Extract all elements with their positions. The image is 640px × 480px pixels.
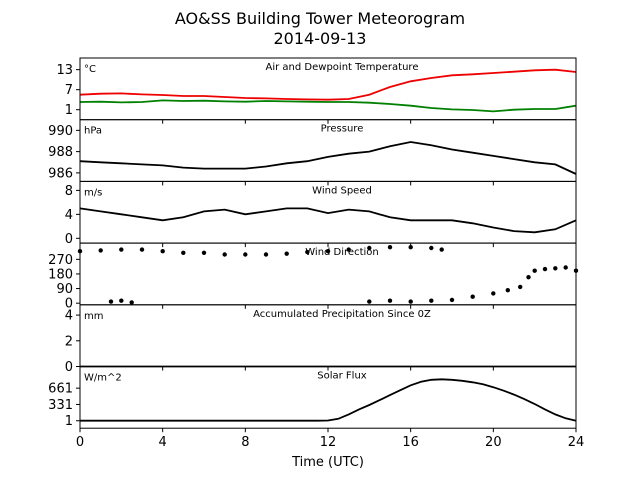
series-wind_direction_upper-point	[305, 249, 310, 255]
series-wind_direction_upper-point	[160, 249, 165, 254]
series-wind_direction_upper-point	[367, 245, 372, 251]
series-wind_direction_lower-point	[553, 266, 558, 271]
series-wind_direction_lower-point	[491, 291, 496, 296]
series-wind_speed-line	[79, 207, 577, 234]
series-temperature-line	[79, 68, 577, 101]
panel-solar-title: Solar Flux	[317, 371, 367, 382]
series-wind_direction_upper-point	[181, 250, 186, 255]
panel-pres-unit: hPa	[84, 126, 102, 137]
x-tick-label: 20	[485, 435, 502, 450]
chart-title: AO&SS Building Tower Meteorogram	[175, 9, 465, 28]
series-dewpoint-line	[79, 99, 577, 113]
y-tick-label: 0	[65, 297, 73, 312]
panels-group: 1 7 13 °C Air and Dewpoint Temperature 986 988…	[48, 57, 579, 433]
series-wind_direction_lower-point	[518, 284, 523, 290]
series-wind_direction_lower-point	[470, 294, 475, 299]
series-wind_direction_upper-point	[408, 245, 413, 250]
y-tick-label: 661	[48, 382, 73, 397]
x-axis-label: Time (UTC)	[291, 455, 364, 470]
series-solar_flux-line	[80, 378, 577, 422]
series-wind_direction_upper-point	[201, 250, 207, 255]
series-wind_direction_upper-point	[98, 248, 103, 253]
series-wind_direction_upper-point	[222, 252, 227, 257]
panel-wspd-title: Wind Speed	[312, 185, 372, 196]
series-wind_direction_lower-point	[119, 298, 124, 303]
series-wind_direction_upper-point	[263, 252, 269, 257]
series-wind_direction_upper-point	[243, 252, 248, 257]
y-tick-label: 90	[56, 282, 73, 297]
y-tick-label: 2	[65, 334, 73, 349]
series-wind_direction_lower-point	[429, 298, 434, 303]
series-wind_direction_lower-point	[563, 265, 568, 270]
x-tick-label: 4	[159, 435, 167, 450]
x-tick-label: 12	[320, 435, 337, 450]
series-wind_direction_upper-point	[284, 251, 289, 256]
y-tick-label: 180	[48, 267, 73, 282]
series-wind_direction_lower-point	[108, 299, 114, 304]
series-pressure-line	[79, 141, 577, 175]
series-wind_direction_lower-point	[505, 288, 510, 293]
y-tick-label: 13	[56, 63, 73, 78]
series-wind_direction_lower-point	[367, 299, 372, 304]
x-tick-label: 8	[241, 435, 249, 450]
series-wind_direction_lower-point	[129, 300, 134, 305]
panel-wspd: 0 4 8 m/s Wind Speed	[65, 180, 577, 248]
series-wind_direction_lower-point	[526, 275, 531, 280]
y-tick-label: 7	[65, 83, 73, 98]
panel-wspd-unit: m/s	[84, 187, 102, 198]
panel-temp-unit: °C	[84, 64, 96, 75]
y-tick-label: 1	[65, 103, 73, 118]
series-wind_direction_lower-point	[449, 297, 455, 303]
x-axis: 0 4 8 12 16 20 24	[76, 435, 584, 450]
y-tick-label: 4	[65, 309, 73, 324]
series-wind_direction_lower-point	[387, 298, 393, 303]
panel-precip-title: Accumulated Precipitation Since 0Z	[253, 309, 431, 320]
series-wind_direction_lower-point	[408, 299, 413, 304]
y-tick-label: 4	[65, 208, 73, 223]
y-tick-label: 1	[65, 414, 73, 429]
series-wind_direction_lower-point	[542, 266, 548, 272]
panel-pres: 986 988 990 hPa Pressure	[48, 119, 577, 186]
series-wind_direction_upper-point	[139, 247, 145, 252]
x-tick-label: 16	[402, 435, 419, 450]
series-wind_direction_upper-point	[387, 245, 393, 250]
series-wind_direction_upper-point	[119, 247, 124, 252]
panel-temp: 1 7 13 °C Air and Dewpoint Temperature	[56, 57, 577, 124]
panel-pres-title: Pressure	[321, 124, 364, 135]
chart-subtitle: 2014-09-13	[274, 29, 367, 48]
y-tick-label: 988	[48, 145, 73, 160]
panel-temp-title: Air and Dewpoint Temperature	[266, 62, 419, 73]
y-tick-label: 986	[48, 166, 73, 181]
panel-precip: 0 2 4 mm Accumulated Precipitation Since 0Z	[65, 304, 577, 375]
panel-precip-unit: mm	[84, 311, 103, 322]
y-tick-label: 0	[65, 360, 73, 375]
y-tick-label: 270	[48, 253, 73, 268]
series-wind_direction_upper-point	[429, 245, 434, 251]
panel-solar-unit: W/m^2	[84, 373, 122, 384]
series-wind_direction_upper-point	[325, 249, 331, 254]
series-wind_direction_upper-point	[439, 247, 444, 252]
y-tick-label: 8	[65, 184, 73, 199]
panel-wdir-title: Wind Direction	[305, 247, 379, 258]
y-tick-label: 0	[65, 232, 73, 247]
y-tick-label: 990	[48, 124, 73, 139]
series-wind_direction_upper-point	[346, 247, 351, 252]
series-wind_direction_lower-point	[532, 268, 537, 273]
x-tick-label: 24	[568, 435, 585, 450]
y-tick-label: 331	[48, 398, 73, 413]
x-tick-label: 0	[76, 435, 84, 450]
